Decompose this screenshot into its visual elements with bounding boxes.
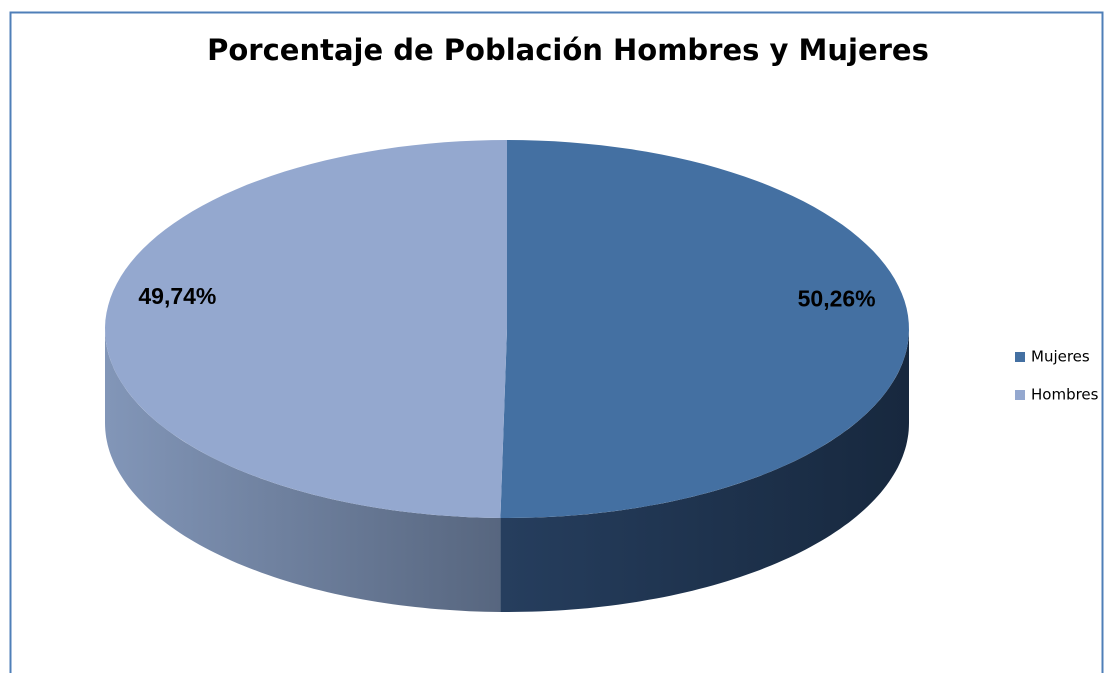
legend-swatch: [1015, 390, 1025, 400]
chart-frame: [9, 11, 1104, 673]
pie-side: [500, 329, 909, 612]
pie-side: [105, 329, 501, 612]
data-label: 50,26%: [798, 285, 876, 311]
legend-label: Hombres: [1031, 386, 1099, 404]
pie-slice: [105, 140, 507, 518]
pie-slice: [500, 140, 909, 518]
legend-label: Mujeres: [1031, 348, 1090, 366]
data-label: 49,74%: [138, 283, 216, 309]
legend-swatch: [1015, 352, 1025, 362]
chart-title: Porcentaje de Población Hombres y Mujere…: [207, 33, 929, 67]
